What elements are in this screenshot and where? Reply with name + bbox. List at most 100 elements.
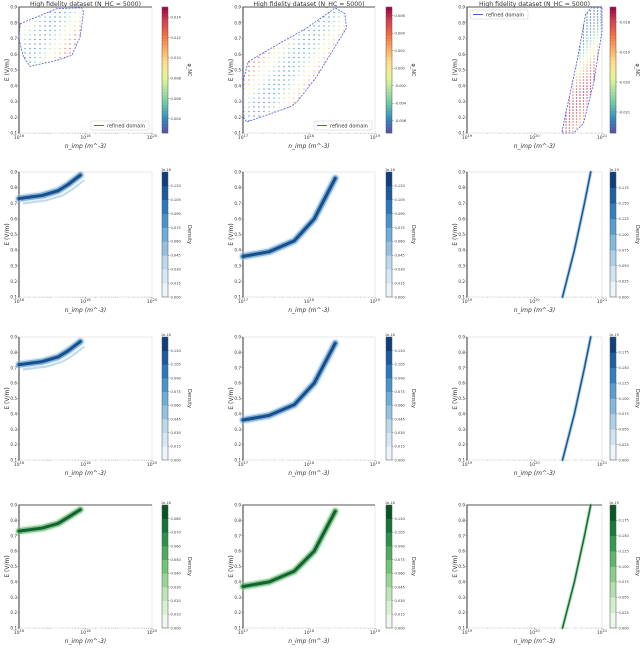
x-axis-label: n_imp (m^-3) <box>288 470 330 477</box>
sample-point <box>253 65 255 68</box>
sample-point <box>278 92 280 95</box>
colorbar-tick-label: 0.175 <box>619 519 629 523</box>
colorbar-offset: 1e-18 <box>161 168 171 172</box>
sample-point <box>54 47 56 50</box>
y-tick-label: 0.2 <box>458 610 465 615</box>
sample-point <box>589 49 592 51</box>
sample-point <box>589 64 592 66</box>
y-tick-label: 0.4 <box>10 83 17 88</box>
y-tick-label: 0.2 <box>234 610 241 615</box>
y-axis-label: E (V/m) <box>4 59 11 81</box>
sample-point <box>59 34 61 36</box>
sample-point <box>586 103 588 105</box>
colorbar-tick-label: 0.015 <box>171 281 181 285</box>
sample-point <box>258 101 260 104</box>
sample-point <box>253 97 255 99</box>
colorbar: -0.006 -0.004 -0.002 0.000 0.002 0.004 0.006 φ_… <box>385 6 416 134</box>
sample-point <box>586 106 588 108</box>
sample-point <box>313 29 315 32</box>
y-tick-label: 0.2 <box>10 442 17 447</box>
y-tick-label: 0.6 <box>10 381 17 386</box>
sample-point <box>263 52 265 54</box>
sample-point <box>589 70 592 72</box>
y-tick-label: 0.1 <box>10 458 17 463</box>
sample-point <box>298 97 300 99</box>
y-tick-label: 0.8 <box>10 350 17 355</box>
sample-point <box>288 38 290 41</box>
sample-point <box>572 97 574 99</box>
sample-point <box>39 56 41 59</box>
sample-point <box>318 25 320 27</box>
colorbar-segment <box>386 129 392 134</box>
sample-point <box>572 130 574 132</box>
colorbar-segment <box>162 98 168 102</box>
x-tick-label: 1019 <box>370 134 380 141</box>
sample-point <box>318 65 320 68</box>
sample-point <box>258 83 260 86</box>
colorbar-offset: 1e-18 <box>385 501 395 505</box>
sample-point <box>596 28 599 30</box>
density-contour-secondary <box>22 345 85 371</box>
y-tick-label: 0.5 <box>10 564 17 569</box>
sample-point <box>243 115 245 117</box>
sample-point <box>298 65 300 68</box>
sample-point <box>248 92 250 95</box>
colorbar-tick-label: 0.060 <box>395 404 406 408</box>
x-tick-label: 1018 <box>304 629 314 636</box>
sample-point <box>39 16 41 18</box>
sample-point <box>572 103 574 105</box>
x-tick-label: 1021 <box>597 298 607 305</box>
colorbar-segment <box>386 110 392 115</box>
subplot-r4c2: 0.1 0.2 0.3 0.4 0.5 0.6 0.7 0.8 0.9 1017 1018 1019 E… <box>228 501 416 645</box>
sample-point <box>579 118 581 120</box>
colorbar-offset: 1e-18 <box>161 501 171 505</box>
colorbar-segment <box>162 57 168 61</box>
sample-point <box>313 56 315 59</box>
sample-point <box>268 106 270 108</box>
sample-point <box>54 56 56 59</box>
colorbar-segment <box>610 54 616 58</box>
sample-point <box>318 52 320 54</box>
sample-point <box>589 43 592 45</box>
sample-point <box>273 52 275 54</box>
sample-point <box>582 61 585 63</box>
y-tick-label: 0.4 <box>234 579 241 584</box>
sample-point <box>283 52 285 54</box>
sample-point <box>593 22 595 24</box>
sample-point <box>600 10 602 12</box>
colorbar-segment <box>162 70 168 74</box>
sample-point <box>253 74 255 77</box>
sample-point <box>579 61 581 63</box>
sample-point <box>69 16 71 18</box>
y-tick-label: 0.3 <box>234 595 241 600</box>
sample-point <box>572 79 574 81</box>
sample-point <box>579 49 581 51</box>
sample-point <box>54 20 56 23</box>
colorbar-tick-label: 0.075 <box>395 226 405 230</box>
sample-point <box>582 115 585 117</box>
colorbar-tick-label: 0.004 <box>395 32 406 36</box>
sample-point <box>293 43 295 45</box>
subplot-title: High fidelity dataset (N_HC = 5000) <box>479 1 590 8</box>
sample-point <box>253 61 255 63</box>
colorbar-segment <box>610 123 616 127</box>
colorbar-tick-label: 0.000 <box>395 626 406 630</box>
sample-point <box>74 43 76 45</box>
colorbar-frame <box>385 336 393 461</box>
sample-point <box>268 74 270 77</box>
sample-point <box>308 79 310 81</box>
colorbar-segment <box>162 16 168 20</box>
sample-point <box>596 52 599 54</box>
sample-point <box>34 52 36 54</box>
sample-point <box>565 121 567 123</box>
y-axis-label: E (V/m) <box>4 223 11 245</box>
colorbar-segment <box>610 41 616 46</box>
colorbar-offset: 1e-18 <box>385 333 395 337</box>
colorbar-segment <box>162 51 168 55</box>
sample-point <box>593 64 595 66</box>
colorbar-segment <box>610 612 616 629</box>
sample-point <box>283 92 285 95</box>
sample-point <box>268 92 270 95</box>
sample-point <box>298 74 300 77</box>
colorbar-segment <box>610 187 616 204</box>
